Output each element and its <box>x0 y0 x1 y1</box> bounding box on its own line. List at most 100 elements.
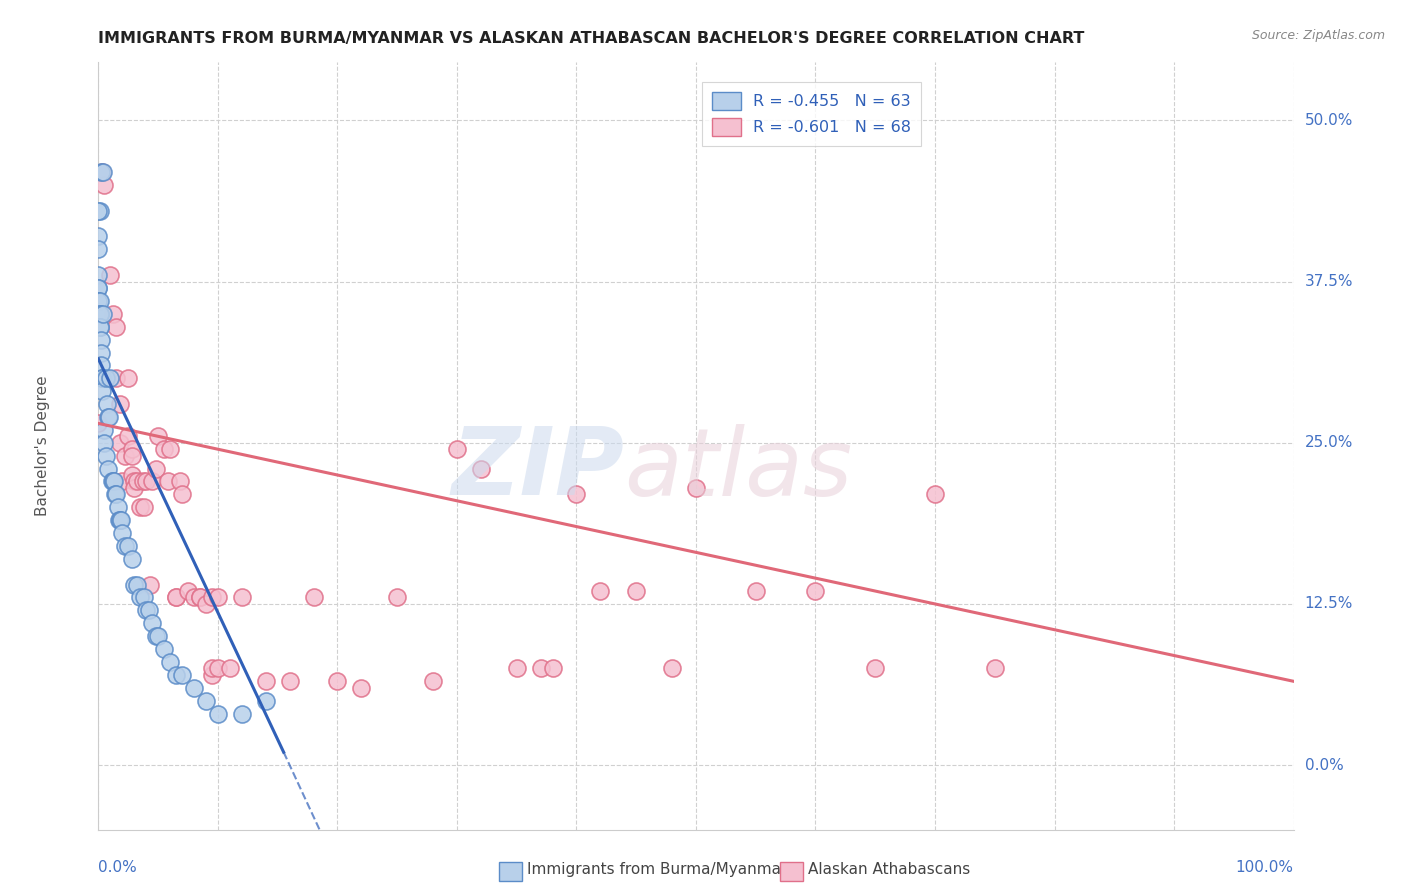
Point <box>326 674 349 689</box>
Point <box>93 435 115 450</box>
Point <box>231 706 253 721</box>
Text: Source: ZipAtlas.com: Source: ZipAtlas.com <box>1251 29 1385 42</box>
Point <box>219 661 242 675</box>
Point <box>121 449 143 463</box>
Point <box>121 468 143 483</box>
Point <box>745 584 768 599</box>
Point <box>685 481 707 495</box>
Point <box>207 706 229 721</box>
Point <box>108 397 131 411</box>
Point <box>201 661 224 675</box>
Point <box>201 591 224 605</box>
Point <box>254 693 277 707</box>
Text: 50.0%: 50.0% <box>1305 113 1353 128</box>
Point <box>207 591 229 605</box>
Point <box>125 577 148 591</box>
Point <box>135 475 157 489</box>
Point <box>89 203 111 218</box>
Point <box>101 307 124 321</box>
Point <box>91 384 114 399</box>
Point <box>100 475 122 489</box>
Point <box>104 487 127 501</box>
Point <box>470 461 492 475</box>
Point <box>141 475 163 489</box>
Text: ZIP: ZIP <box>451 423 624 515</box>
Point <box>105 371 128 385</box>
Point <box>124 481 146 495</box>
Point <box>114 539 136 553</box>
Point <box>91 371 114 385</box>
Point <box>87 203 110 218</box>
Point <box>153 642 176 657</box>
Point <box>110 513 132 527</box>
Point <box>169 475 191 489</box>
Point <box>89 307 111 321</box>
Point <box>98 371 122 385</box>
Point <box>302 591 325 605</box>
Text: Bachelor's Degree: Bachelor's Degree <box>35 376 51 516</box>
Point <box>114 449 136 463</box>
Point <box>91 165 114 179</box>
Point <box>385 591 409 605</box>
Point <box>541 661 564 675</box>
Point <box>350 681 373 695</box>
Point <box>129 591 152 605</box>
Point <box>165 668 187 682</box>
Point <box>148 429 170 443</box>
Point <box>124 577 146 591</box>
Point <box>89 319 111 334</box>
Point <box>132 500 155 515</box>
Point <box>90 165 112 179</box>
Text: 100.0%: 100.0% <box>1236 860 1294 875</box>
Point <box>141 616 163 631</box>
Point <box>195 597 218 611</box>
Point <box>139 577 162 591</box>
Point <box>93 423 115 437</box>
Point <box>87 293 110 308</box>
Point <box>89 293 111 308</box>
Point <box>96 397 118 411</box>
Point <box>89 307 111 321</box>
Text: 0.0%: 0.0% <box>98 860 138 875</box>
Text: 12.5%: 12.5% <box>1305 597 1353 611</box>
Text: 0.0%: 0.0% <box>1305 757 1343 772</box>
Point <box>131 475 153 489</box>
Text: Immigrants from Burma/Myanmar: Immigrants from Burma/Myanmar <box>527 863 787 877</box>
Point <box>172 487 194 501</box>
Point <box>165 591 187 605</box>
Point <box>177 584 200 599</box>
Point <box>530 661 553 675</box>
Point <box>201 668 224 682</box>
Point <box>231 591 253 605</box>
Point <box>101 475 124 489</box>
Point <box>145 461 167 475</box>
Point <box>145 629 167 643</box>
Point <box>278 674 301 689</box>
Point <box>172 668 194 682</box>
Point <box>121 442 143 457</box>
Point <box>117 371 139 385</box>
Point <box>90 345 112 359</box>
Point <box>506 661 529 675</box>
Point <box>91 165 114 179</box>
Point <box>94 371 117 385</box>
Point <box>129 500 152 515</box>
Point <box>94 449 117 463</box>
Point <box>124 475 146 489</box>
Point <box>865 661 887 675</box>
Point <box>105 319 128 334</box>
Point <box>138 603 160 617</box>
Point <box>108 435 131 450</box>
Point <box>103 475 125 489</box>
Text: 37.5%: 37.5% <box>1305 274 1353 289</box>
Point <box>254 674 277 689</box>
Point <box>626 584 648 599</box>
Point <box>125 475 148 489</box>
Point <box>446 442 468 457</box>
Point <box>207 661 229 675</box>
Point <box>804 584 827 599</box>
Point <box>188 591 211 605</box>
Point <box>661 661 683 675</box>
Point <box>111 526 134 541</box>
Point <box>93 178 115 192</box>
